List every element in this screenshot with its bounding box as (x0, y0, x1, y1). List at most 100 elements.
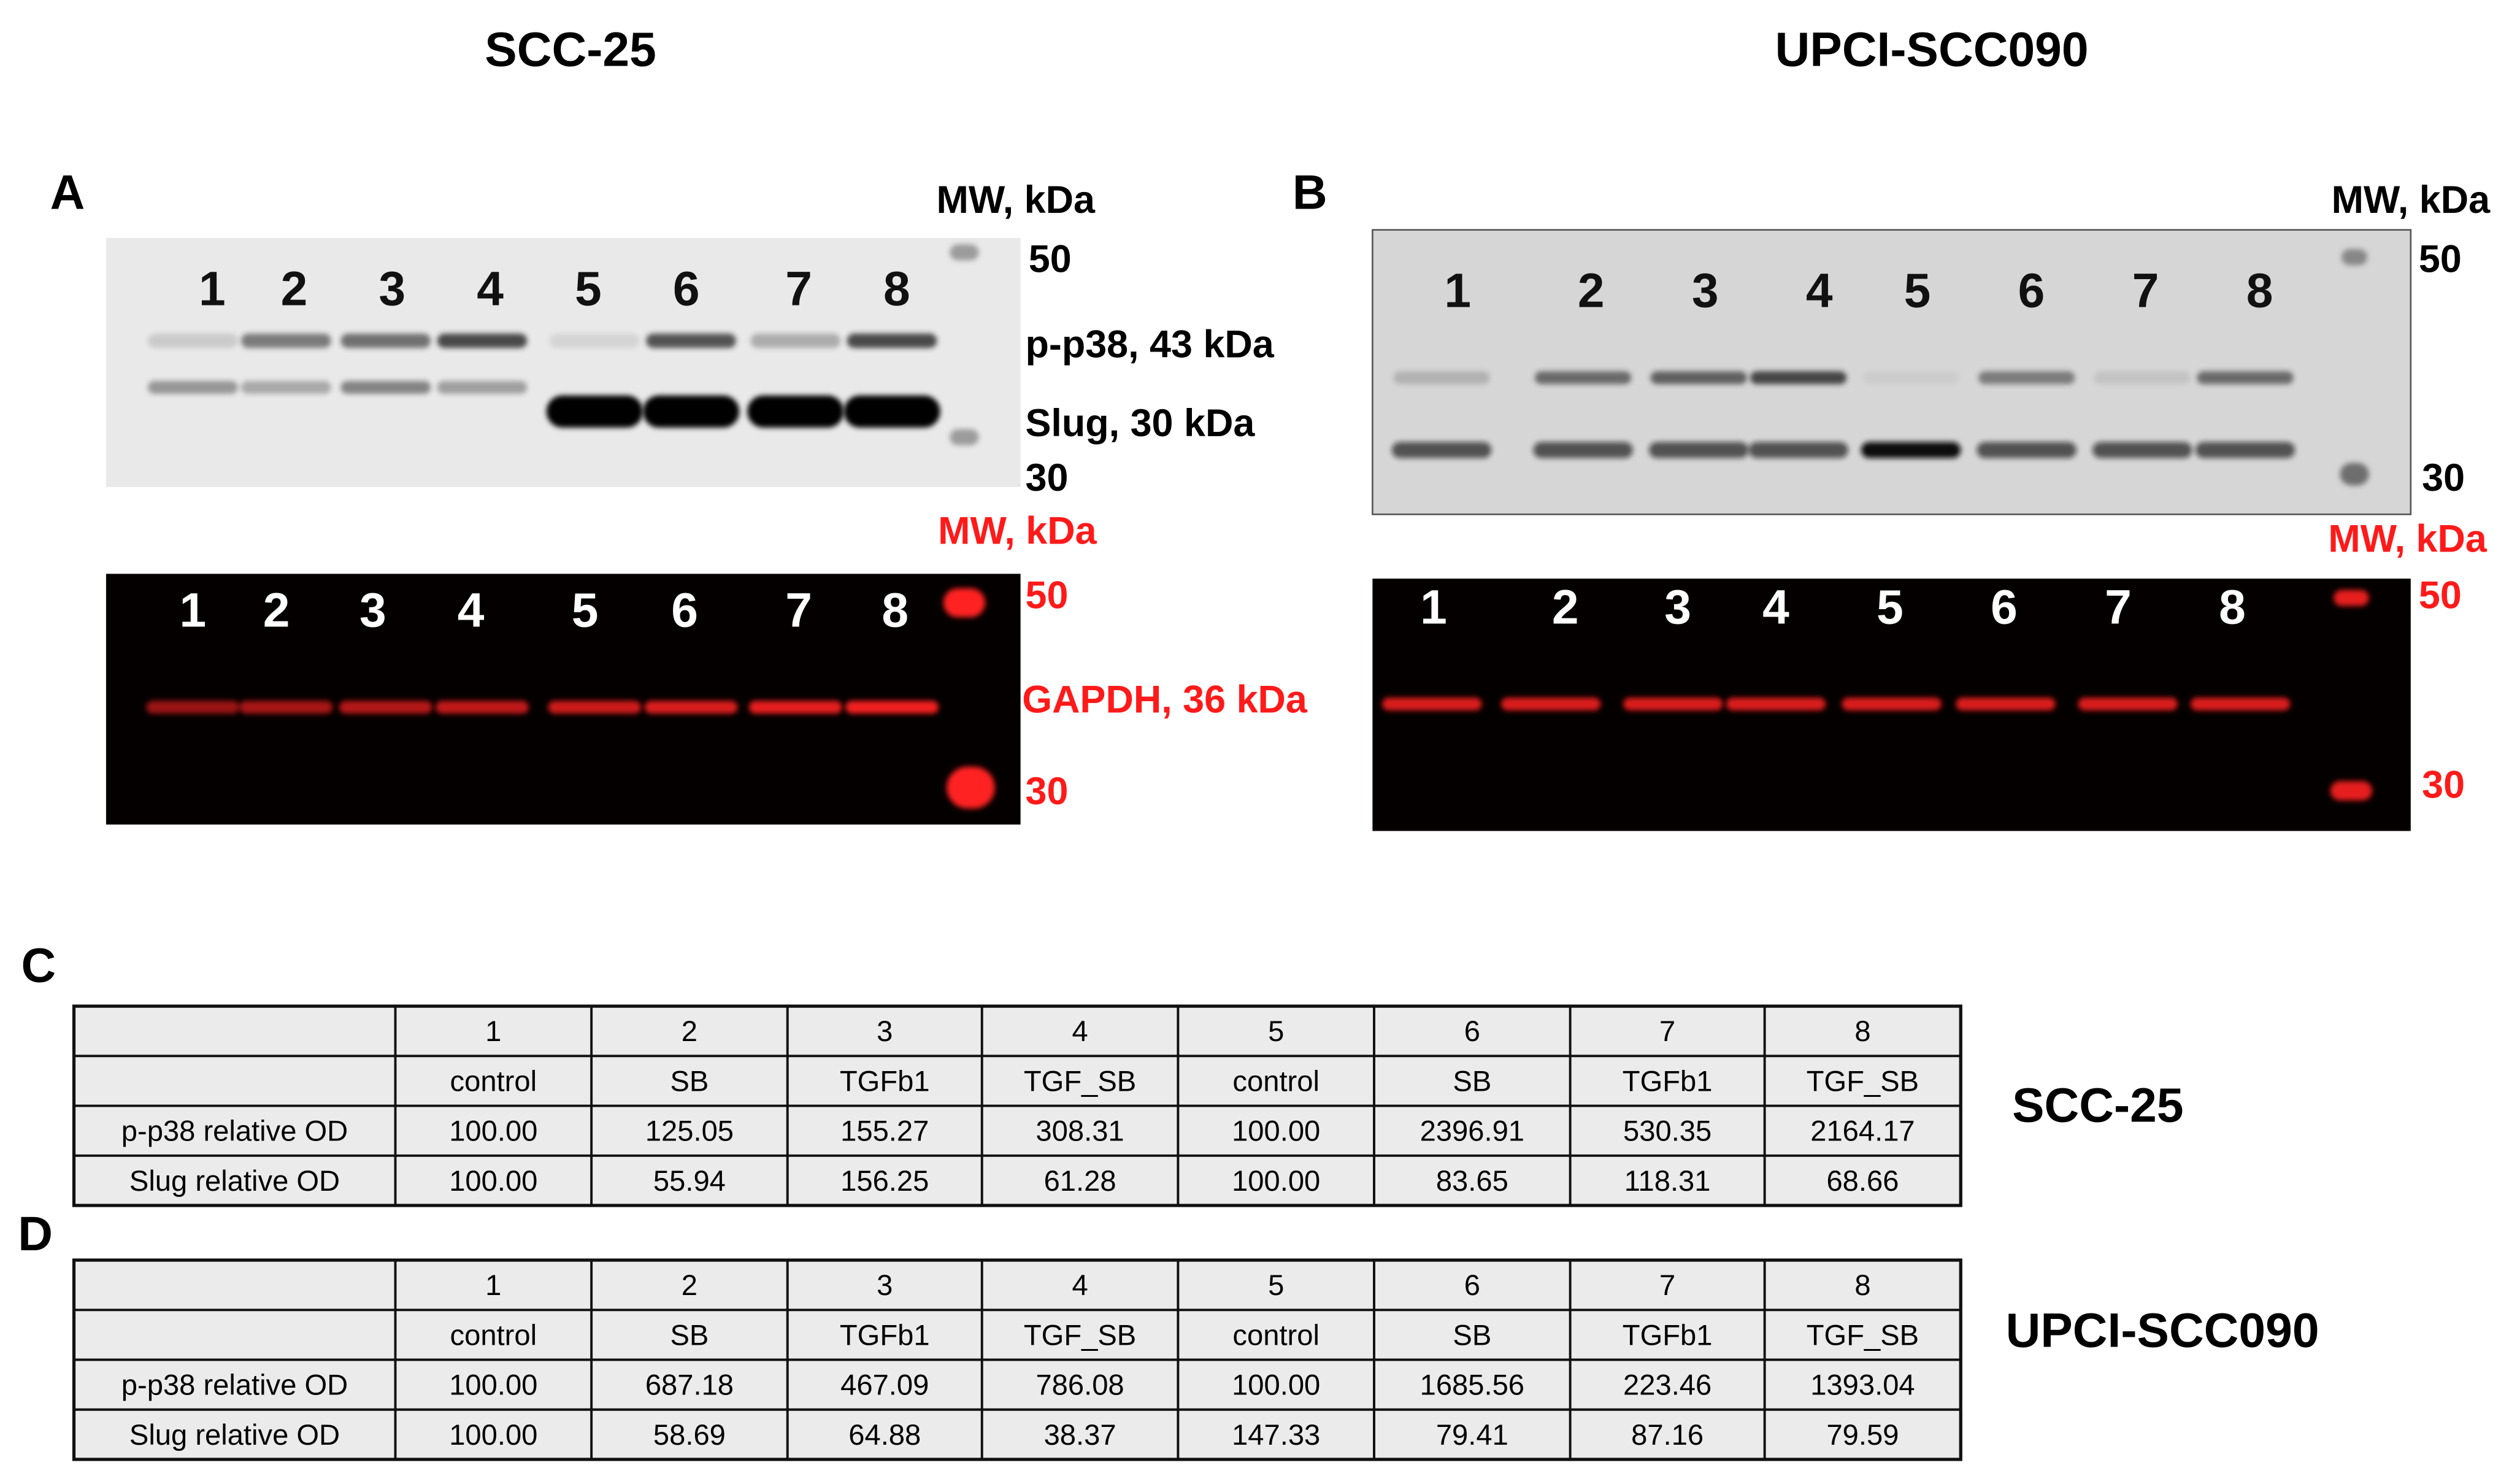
lane-label: 8 (883, 262, 910, 316)
table-cell: 223.46 (1623, 1369, 1711, 1401)
band (1533, 442, 1633, 458)
band (1978, 371, 2075, 385)
table-cell: 79.59 (1826, 1418, 1899, 1451)
band (148, 380, 238, 394)
band (148, 333, 238, 348)
table-cell: 68.66 (1826, 1164, 1899, 1197)
table-header: 8 (1854, 1269, 1870, 1301)
table-cell: 2396.91 (1420, 1115, 1524, 1147)
band (2094, 371, 2191, 385)
table: 1 control 2 SB 3 TGFb1 4 TGF_SB 5 control 6 SB 7 TGFb… (72, 1258, 1962, 1461)
table-header: TGFb1 (1623, 1318, 1713, 1351)
table-cell: 530.35 (1623, 1115, 1711, 1147)
band (435, 701, 529, 714)
band (1956, 698, 2056, 711)
table-cell: 58.69 (653, 1418, 726, 1451)
band (2092, 442, 2192, 458)
lane-label: 4 (1762, 580, 1789, 634)
marker: 30 (2422, 763, 2465, 806)
table-cell: 100.00 (449, 1164, 537, 1197)
table-header: TGFb1 (840, 1318, 930, 1351)
table-header: 4 (1072, 1269, 1088, 1301)
band (646, 333, 736, 348)
band (340, 333, 431, 348)
band (843, 395, 940, 428)
table-header: 1 (485, 1015, 501, 1047)
table-header: 3 (877, 1015, 893, 1047)
lane-label: 6 (673, 262, 700, 316)
table-cell: 687.18 (645, 1369, 734, 1401)
table-cell: 64.88 (848, 1418, 921, 1451)
band (1382, 698, 1482, 711)
lane-label: 1 (1420, 580, 1447, 634)
table-cell: 100.00 (449, 1418, 537, 1451)
band (847, 333, 937, 348)
row-label: Slug relative OD (129, 1418, 340, 1451)
row-label: p-p38 relative OD (121, 1115, 348, 1147)
lane-label: 8 (2219, 580, 2246, 634)
table-cell: 156.25 (840, 1164, 929, 1197)
panel-letter: D (18, 1207, 53, 1261)
table-header: 2 (682, 1015, 697, 1047)
table-cell: 1685.56 (1420, 1369, 1524, 1401)
table-header: 8 (1854, 1015, 1870, 1047)
band (2334, 590, 2369, 606)
table-cell: 147.33 (1232, 1418, 1320, 1451)
band (2078, 698, 2178, 711)
table-header: 4 (1072, 1015, 1088, 1047)
table-header: 6 (1464, 1015, 1480, 1047)
band (943, 588, 985, 618)
table-cell: 55.94 (653, 1164, 726, 1197)
table-header: 5 (1268, 1269, 1284, 1301)
band (548, 701, 642, 714)
table-header: 7 (1659, 1015, 1675, 1047)
table-header: SB (1453, 1318, 1491, 1351)
table-header: TGFb1 (1623, 1064, 1713, 1097)
lane-label: 1 (199, 262, 226, 316)
marker: 30 (1025, 456, 1068, 499)
band (1391, 442, 1492, 458)
band-label: p-p38, 43 kDa (1025, 323, 1274, 366)
table-header: control (450, 1064, 537, 1097)
band (750, 333, 841, 348)
lane-label: 6 (1991, 580, 2018, 634)
mw-label: MW, kDa (2332, 179, 2491, 221)
lane-label: 4 (458, 583, 485, 637)
column-title: SCC-25 (485, 22, 656, 76)
band (2195, 442, 2295, 458)
band (1842, 698, 1942, 711)
table-cell: 308.31 (1035, 1115, 1124, 1147)
table-header: TGF_SB (1807, 1064, 1919, 1097)
marker: 50 (1029, 238, 1072, 281)
table-cell: 786.08 (1035, 1369, 1124, 1401)
lane-label: 3 (378, 262, 405, 316)
marker: 30 (2422, 456, 2465, 499)
table: 1 control 2 SB 3 TGFb1 4 TGF_SB 5 control 6 SB 7 TGFb… (72, 1004, 1962, 1207)
table-header: 7 (1659, 1269, 1675, 1301)
panel-letter: A (50, 165, 85, 219)
table-header: SB (670, 1064, 709, 1097)
lane-label: 2 (1578, 263, 1605, 317)
lane-label: 1 (1444, 263, 1471, 317)
band (1862, 371, 1959, 385)
band (340, 380, 431, 394)
band (546, 395, 643, 428)
band (644, 701, 738, 714)
column-title: UPCI-SCC090 (1775, 22, 2089, 76)
table-cell: 100.00 (449, 1369, 537, 1401)
lane-label: 2 (281, 262, 308, 316)
marker: 30 (1025, 770, 1068, 813)
table-header: TGF_SB (1024, 1318, 1136, 1351)
mw-label: MW, kDa (937, 179, 1096, 221)
table-header: 6 (1464, 1269, 1480, 1301)
band (2197, 371, 2294, 385)
lane-label: 3 (1692, 263, 1719, 317)
table-cell-line: UPCI-SCC090 (2006, 1303, 2319, 1357)
band (845, 701, 939, 714)
marker: 50 (1025, 574, 1068, 617)
band (240, 380, 331, 394)
table-header: control (1232, 1318, 1320, 1351)
band (437, 333, 528, 348)
row-label: Slug relative OD (129, 1164, 340, 1197)
table-cell: 100.00 (1232, 1164, 1320, 1197)
